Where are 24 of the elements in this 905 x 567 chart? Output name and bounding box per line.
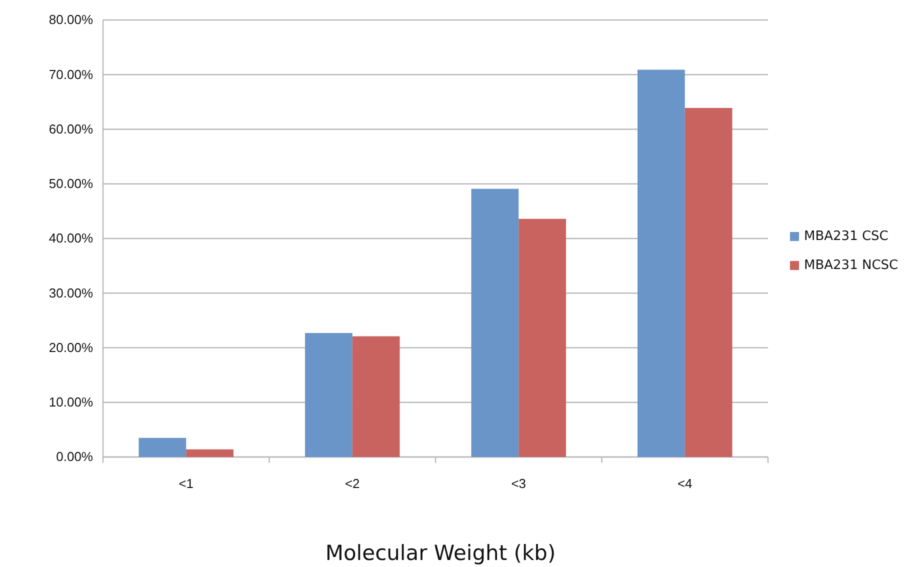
x-tick-label: <2 (344, 476, 360, 492)
y-tick-label: 70.00% (48, 66, 94, 82)
y-tick-label: 80.00% (48, 12, 94, 28)
bar (684, 108, 732, 457)
y-tick-label: 10.00% (48, 394, 94, 410)
legend-label: MBA231 CSC (804, 229, 888, 244)
bar (637, 70, 685, 457)
bar (352, 336, 400, 457)
y-tick-label: 40.00% (48, 230, 94, 246)
y-tick-label: 60.00% (48, 121, 94, 136)
bar (518, 218, 566, 457)
bar (186, 449, 234, 457)
x-tick-label: <1 (178, 476, 194, 492)
x-tick-label: <3 (511, 476, 526, 492)
x-tick-label: <4 (677, 476, 692, 492)
y-tick-label: 50.00% (48, 176, 94, 192)
y-tick-label: 20.00% (48, 340, 94, 355)
bar (138, 438, 186, 457)
y-tick-label: 30.00% (48, 285, 94, 300)
bar (471, 188, 519, 457)
bar (304, 333, 352, 457)
y-tick-label: 0.00% (56, 449, 94, 464)
x-axis-title: Molecular Weight (kb) (325, 541, 556, 565)
legend-label: MBA231 NCSC (804, 258, 898, 273)
